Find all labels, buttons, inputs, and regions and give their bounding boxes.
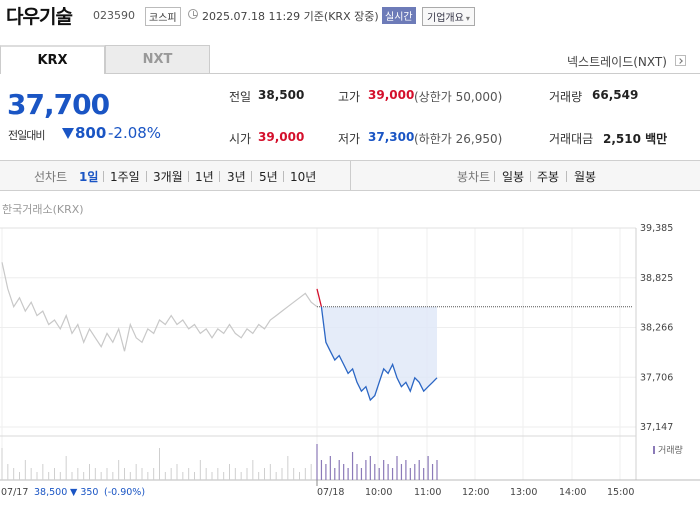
volume-legend: 거래량 [653,443,683,456]
period-3y[interactable]: 3년 [227,170,246,184]
tab-divider [210,73,700,74]
period-10y[interactable]: 10년 [290,170,317,184]
volume-legend-mark [653,446,655,454]
footer-prev-change: ▼ 350 [70,487,98,498]
tab-krx[interactable]: KRX [0,45,105,74]
period-1d[interactable]: 1일 [79,170,99,184]
x-tick-label: 14:00 [559,487,586,498]
previous-day-line [1,262,318,352]
market-badge: 코스피 [145,7,181,26]
footer-prev-change-pct: (-0.90%) [104,487,145,498]
footer-prev-close: 38,500 [34,487,67,498]
x-tick-label: 11:00 [414,487,441,498]
volume-legend-text: 거래량 [658,446,683,456]
y-tick-label: 37,706 [640,372,673,383]
realtime-badge: 실시간 [382,7,416,24]
y-tick-label: 37,147 [640,422,673,433]
period-separator [283,171,284,182]
period-5y[interactable]: 5년 [259,170,278,184]
period-separator [566,171,567,182]
candle-chart-label: 봉차트 [457,170,491,184]
low-value: 37,300 [368,130,415,144]
volume-value: 66,549 [592,88,639,102]
company-info-button[interactable]: 기업개요 [422,7,475,26]
y-tick-label: 38,825 [640,273,673,284]
chevron-right-icon[interactable] [675,55,686,66]
candle-weekly[interactable]: 주봉 [537,170,560,184]
clock-icon [188,9,198,19]
period-separator [251,171,252,182]
period-separator [103,171,104,182]
x-tick-label: 13:00 [510,487,537,498]
period-separator [219,171,220,182]
lower-limit: (하한가 26,950) [414,132,503,146]
period-separator [530,171,531,182]
period-divider [350,161,351,190]
upper-limit: (상한가 50,000) [414,90,503,104]
down-arrow-icon [62,128,74,139]
prev-close-label: 전일 [229,90,252,104]
candle-daily[interactable]: 일봉 [502,170,525,184]
change-label: 전일대비 [8,129,45,142]
x-tick-label: 12:00 [462,487,489,498]
y-tick-label: 39,385 [640,223,673,234]
period-separator [146,171,147,182]
high-label: 고가 [338,90,361,104]
period-bar: 선차트 1일 1주일 3개월 1년 3년 5년 10년 봉차트 일봉 주봉 월봉 [0,160,700,191]
high-value: 39,000 [368,88,415,102]
trade-value: 2,510 백만 [603,132,668,146]
period-separator [494,171,495,182]
line-chart-label: 선차트 [34,170,68,184]
opening-tick-line [316,288,323,307]
change-amount: 800 [75,124,107,142]
current-price: 37,700 [7,88,110,121]
low-label: 저가 [338,132,361,146]
footer-prev-date: 07/17 [1,487,28,498]
nxt-link[interactable]: 넥스트레이드(NXT) [567,55,667,69]
open-label: 시가 [229,132,252,146]
quote-timestamp: 2025.07.18 11:29 기준(KRX 장중) [202,10,379,23]
x-tick-label: 15:00 [607,487,634,498]
today-fill-area [321,306,437,401]
candle-monthly[interactable]: 월봉 [574,170,597,184]
today-price-line [320,306,438,402]
chart-source-caption: 한국거래소(KRX) [2,203,84,216]
tab-nxt[interactable]: NXT [105,45,210,74]
stock-name: 다우기술 [6,6,73,28]
stock-header: 다우기술 023590 코스피 2025.07.18 11:29 기준(KRX … [0,0,700,30]
exchange-tabs: KRX NXT [0,45,210,74]
x-tick-label: 10:00 [365,487,392,498]
period-3m[interactable]: 3개월 [153,170,183,184]
volume-label: 거래량 [549,90,583,104]
y-tick-label: 38,266 [640,323,673,334]
period-1y[interactable]: 1년 [195,170,214,184]
period-separator [188,171,189,182]
stock-code: 023590 [93,9,135,22]
period-1w[interactable]: 1주일 [110,170,140,184]
open-value: 39,000 [258,130,305,144]
change-percent: -2.08% [108,124,162,142]
x-tick-label: 07/18 [317,487,344,498]
prev-close-value: 38,500 [258,88,305,102]
trade-value-label: 거래대금 [549,132,594,146]
